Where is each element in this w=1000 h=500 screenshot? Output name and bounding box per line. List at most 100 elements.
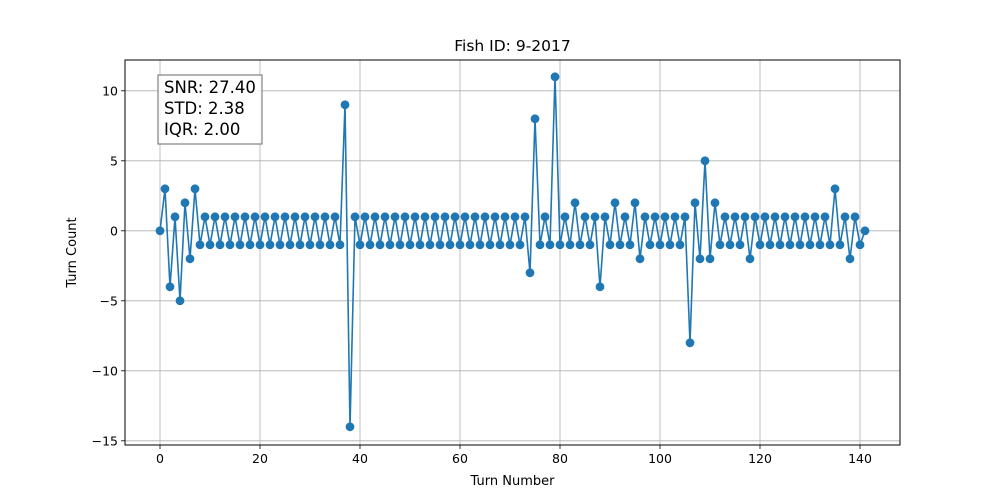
data-point [525, 268, 535, 278]
data-point [485, 240, 495, 250]
data-point [490, 212, 500, 222]
series-line [159, 76, 866, 428]
data-point [710, 198, 720, 208]
data-point [575, 240, 585, 250]
data-point [860, 226, 870, 236]
data-point [360, 212, 370, 222]
data-point [180, 198, 190, 208]
data-point [515, 240, 525, 250]
data-point [700, 156, 710, 166]
data-point [340, 100, 350, 110]
data-point [160, 184, 170, 194]
data-point [415, 240, 425, 250]
x-tick-label: 140 [848, 451, 872, 466]
data-point [825, 240, 835, 250]
data-point [625, 240, 635, 250]
plot-frame [124, 59, 901, 446]
data-point [185, 254, 195, 264]
y-tick-label: 0 [110, 223, 118, 238]
data-point [265, 240, 275, 250]
data-point [845, 254, 855, 264]
y-tick-label: 5 [110, 153, 118, 168]
data-point [275, 240, 285, 250]
data-point [375, 240, 385, 250]
data-point [305, 240, 315, 250]
data-point [695, 254, 705, 264]
data-point [645, 240, 655, 250]
data-point [650, 212, 660, 222]
data-point [435, 240, 445, 250]
data-point [440, 212, 450, 222]
data-point [550, 72, 560, 82]
data-point [610, 198, 620, 208]
data-point [430, 212, 440, 222]
data-point [500, 212, 510, 222]
data-point [675, 240, 685, 250]
data-point [800, 212, 810, 222]
data-point [830, 184, 840, 194]
data-point [320, 212, 330, 222]
data-point [335, 240, 345, 250]
data-point [225, 240, 235, 250]
data-point [420, 212, 430, 222]
data-point [425, 240, 435, 250]
data-point [480, 212, 490, 222]
data-point [560, 212, 570, 222]
data-point [640, 212, 650, 222]
data-point [190, 184, 200, 194]
data-point [165, 282, 175, 292]
data-point [630, 198, 640, 208]
data-point [715, 240, 725, 250]
data-point [380, 212, 390, 222]
data-point [445, 240, 455, 250]
data-point [285, 240, 295, 250]
data-point [840, 212, 850, 222]
data-point [410, 212, 420, 222]
data-point [725, 240, 735, 250]
data-point [595, 282, 605, 292]
x-tick-label: 20 [252, 451, 268, 466]
data-point [540, 212, 550, 222]
data-point [605, 240, 615, 250]
data-point [155, 226, 165, 236]
data-point [475, 240, 485, 250]
data-point [495, 240, 505, 250]
data-point [780, 212, 790, 222]
data-point [175, 296, 185, 306]
data-point [450, 212, 460, 222]
data-point [535, 240, 545, 250]
stats-iqr: IQR: 2.00 [164, 120, 240, 139]
data-point [195, 240, 205, 250]
data-point [570, 198, 580, 208]
x-tick-label: 80 [552, 451, 568, 466]
data-point [615, 240, 625, 250]
data-point [465, 240, 475, 250]
data-point [755, 240, 765, 250]
data-point [325, 240, 335, 250]
stats-box: SNR: 27.40 STD: 2.38 IQR: 2.00 [157, 74, 263, 145]
data-point [350, 212, 360, 222]
data-point [620, 212, 630, 222]
data-point [680, 212, 690, 222]
data-point [310, 212, 320, 222]
data-point [735, 240, 745, 250]
data-point [395, 240, 405, 250]
data-point [460, 212, 470, 222]
data-point [765, 240, 775, 250]
data-point [555, 240, 565, 250]
data-point [590, 212, 600, 222]
data-point [565, 240, 575, 250]
data-series [155, 72, 870, 432]
x-tick-label: 40 [352, 451, 368, 466]
data-point [455, 240, 465, 250]
data-point [770, 212, 780, 222]
data-point [330, 212, 340, 222]
data-point [220, 212, 230, 222]
data-point [470, 212, 480, 222]
data-point [670, 212, 680, 222]
y-axis-label: Turn Count [65, 217, 80, 288]
data-point [580, 212, 590, 222]
data-point [290, 212, 300, 222]
data-point [255, 240, 265, 250]
